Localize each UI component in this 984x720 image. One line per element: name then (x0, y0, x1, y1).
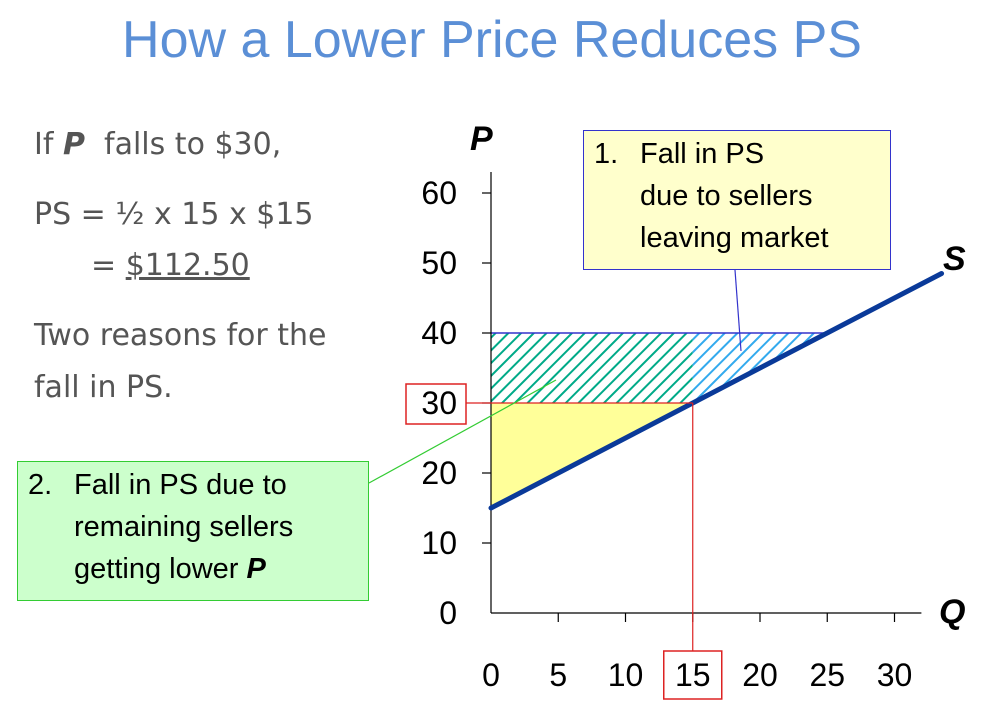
price-fall-post: falls to $30, (84, 127, 282, 162)
x-tick-label: 10 (608, 657, 644, 693)
x-tick-label: 0 (482, 657, 500, 693)
y-tick-label: 20 (421, 455, 457, 491)
y-tick-label: 30 (421, 385, 457, 421)
callout-2-line-1: Fall in PS due to (74, 469, 287, 501)
price-fall-pre: If (34, 127, 63, 162)
callout-1-line-2: due to sellers (640, 180, 813, 212)
ps-result: = $112.50 (91, 248, 250, 283)
reasons-line-1: Two reasons for the (34, 318, 327, 353)
y-tick-label: 60 (421, 175, 457, 211)
x-tick-label: 30 (877, 657, 913, 693)
x-axis-label: Q (939, 593, 965, 631)
y-tick-label: 40 (421, 315, 457, 351)
ps-equals: = (91, 248, 126, 283)
price-variable: P (62, 127, 85, 162)
page-title: How a Lower Price Reduces PS (122, 11, 862, 69)
callout-1-line-3: leaving market (640, 222, 829, 254)
supply-curve (488, 271, 945, 511)
y-tick-label: 50 (421, 245, 457, 281)
callout-1-line-1: Fall in PS (640, 138, 765, 170)
price-fall-statement: If P falls to $30, (34, 127, 281, 162)
ps-lost-lower-price-region (491, 333, 693, 403)
callout-2-line-3: getting lower (74, 553, 247, 585)
ps-value: $112.50 (125, 248, 250, 283)
callout-2-connector (368, 379, 557, 484)
callout-1-number: 1. (594, 138, 619, 170)
callout-2-line-2: remaining sellers (74, 511, 294, 543)
y-axis-label: P (470, 120, 493, 158)
callout-2-price-variable: P (246, 553, 266, 585)
x-tick-label: 15 (675, 657, 711, 693)
ps-formula: PS = ½ x 15 x $15 (34, 197, 314, 232)
x-tick-label: 25 (809, 657, 845, 693)
x-tick-label: 20 (742, 657, 778, 693)
y-tick-highlight-box (405, 383, 467, 425)
callout-1-connector (734, 269, 742, 352)
supply-curve-label: S (943, 240, 966, 278)
callout-2-number: 2. (28, 469, 53, 501)
callout-sellers-leaving: 1. Fall in PS due to sellers leaving mark… (583, 130, 891, 270)
callout-lower-price: 2. Fall in PS due to remaining sellers ge… (17, 461, 369, 601)
reasons-line-2: fall in PS. (34, 370, 173, 405)
y-tick-label: 0 (439, 595, 457, 631)
x-tick-label: 5 (549, 657, 567, 693)
y-tick-label: 10 (421, 525, 457, 561)
